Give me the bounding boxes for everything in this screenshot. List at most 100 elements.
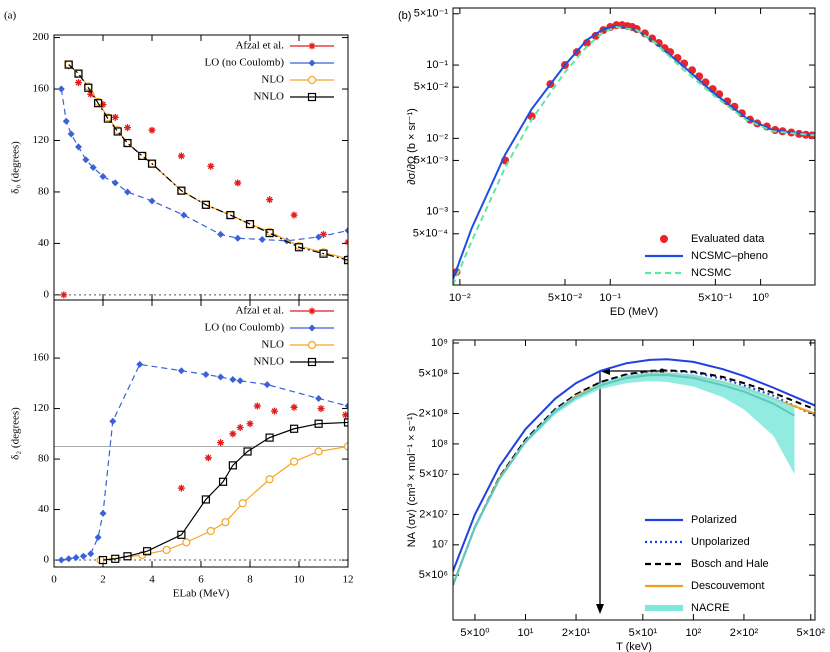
y-tick-label: 0: [44, 288, 50, 300]
diamond-marker: [258, 236, 266, 244]
star-marker: [177, 152, 185, 160]
x-tick-label: 2×10²: [730, 627, 759, 639]
diamond-marker: [263, 381, 271, 389]
diamond-marker: [87, 550, 95, 558]
y-tick-label: 120: [33, 134, 50, 146]
panel: 5×10⁻⁴ 10⁻³ 5×10⁻³ 10⁻² 5×10⁻² 10⁻¹ 5×10⁻¹ 10⁻²…: [398, 7, 816, 318]
square-marker: [143, 547, 152, 556]
series-line: [100, 445, 348, 561]
diamond-marker: [94, 533, 102, 541]
square-marker: [294, 243, 304, 252]
y-tick-label: 2×10⁷: [419, 508, 448, 520]
square-marker: [319, 249, 328, 258]
legend-label: NNLO: [253, 91, 284, 103]
diamond-marker: [99, 173, 107, 181]
diamond-marker: [148, 197, 156, 205]
square-marker: [113, 127, 122, 136]
plot-frame: [452, 339, 816, 621]
square-marker: [201, 495, 210, 504]
diamond-marker: [315, 233, 323, 241]
diamond-marker: [67, 130, 75, 138]
diamond-marker: [65, 555, 73, 563]
square-marker: [290, 424, 299, 433]
square-marker: [111, 554, 120, 563]
x-axis-label: ELab (MeV): [173, 588, 230, 600]
star-marker: [320, 230, 327, 238]
diamond-marker: [217, 230, 225, 238]
square-marker: [218, 477, 228, 486]
x-tick-label: 5×10⁻²: [548, 292, 583, 304]
legend-label: LO (no Coulomb): [205, 57, 285, 69]
y-tick-label: 5×10⁶: [419, 569, 448, 581]
diamond-marker: [57, 85, 65, 93]
gamow-annotation: [596, 367, 665, 614]
square-marker: [226, 210, 235, 220]
legend-label: Afzal et al.: [235, 305, 284, 317]
x-tick-label: 5×10²: [797, 627, 826, 639]
square-marker: [93, 99, 103, 108]
y-tick-label: 5×10⁻²: [414, 81, 449, 93]
dot-marker: [648, 34, 657, 43]
x-tick-label: 4: [149, 574, 155, 586]
diamond-marker: [57, 556, 65, 564]
square-marker: [265, 229, 274, 238]
plot-frame: [53, 34, 349, 301]
square-marker: [265, 433, 274, 442]
y-axis-label: NA ⟨σv⟩ (cm³ × mol⁻¹ × s⁻¹): [406, 413, 418, 548]
panel-label: (a): [4, 10, 17, 22]
legend-label: Bosch and Hale: [691, 558, 769, 570]
legend-label: LO (no Coulomb): [205, 322, 285, 334]
diamond-marker: [229, 376, 237, 384]
series-line: [453, 358, 815, 572]
diamond-marker: [308, 59, 316, 67]
star-marker: [99, 100, 107, 108]
x-tick-label: 10⁻¹: [599, 292, 621, 304]
y-tick-label: 120: [33, 402, 50, 414]
y-tick-label: 10⁻¹: [426, 59, 448, 71]
y-tick-label: 5×10⁻¹: [414, 8, 449, 20]
star-marker: [236, 424, 244, 432]
y-tick-label: 10⁹: [431, 337, 448, 349]
diamond-marker: [62, 117, 70, 125]
square-marker: [98, 555, 108, 565]
series-line: [453, 374, 795, 586]
y-axis-label: δ₂ (degrees): [10, 407, 22, 460]
plot-frame: [452, 7, 816, 286]
y-axis-label: ∂σ/∂Ω (b × sr⁻¹): [406, 108, 418, 185]
diamond-marker: [124, 188, 131, 196]
square-marker: [138, 151, 147, 161]
diamond-marker: [82, 156, 90, 164]
star-marker: [60, 291, 68, 299]
series-line: [68, 64, 348, 261]
legend-label: NNLO: [253, 356, 284, 368]
x-tick-label: 5×10⁻¹: [698, 292, 733, 304]
square-marker: [343, 418, 348, 427]
circle-marker: [238, 499, 247, 508]
star-marker: [124, 124, 131, 132]
legend-label: NACRE: [691, 602, 730, 614]
x-tick-label: 5×10⁰: [460, 627, 490, 639]
circle-marker: [343, 442, 348, 451]
legend-label: NLO: [261, 339, 284, 351]
series-line: [453, 26, 815, 285]
circle-marker: [307, 340, 317, 350]
star-marker: [111, 113, 119, 121]
star-marker: [234, 179, 242, 187]
y-tick-label: 160: [33, 83, 50, 95]
diamond-marker: [109, 417, 117, 425]
diamond-marker: [344, 227, 348, 235]
square-marker: [307, 357, 317, 367]
diamond-marker: [72, 554, 80, 562]
circle-marker: [162, 545, 171, 555]
legend-label: Polarized: [691, 514, 737, 526]
diamond-marker: [180, 211, 188, 219]
diamond-marker: [217, 373, 225, 381]
square-marker: [307, 92, 317, 102]
x-tick-label: 10⁻²: [449, 292, 471, 304]
series-line: [102, 421, 348, 561]
y-tick-label: 10⁻³: [426, 206, 448, 218]
plot-area: [453, 358, 815, 588]
x-tick-label: 0: [51, 574, 57, 586]
circle-marker: [221, 518, 230, 527]
